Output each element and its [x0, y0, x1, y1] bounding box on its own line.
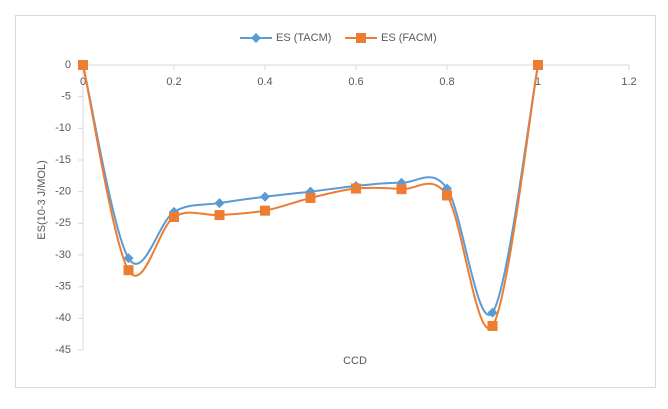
legend-label: ES (FACM) — [381, 32, 437, 44]
x-tick-label: 0.6 — [348, 76, 363, 88]
marker — [78, 60, 88, 70]
marker — [356, 33, 366, 43]
marker — [214, 210, 225, 221]
marker — [396, 184, 407, 195]
legend-label: ES (TACM) — [276, 32, 331, 44]
y-tick-label: 0 — [65, 59, 71, 71]
chart-border — [15, 15, 656, 388]
y-tick-label: -10 — [55, 122, 71, 134]
y-tick-label: -5 — [61, 91, 71, 103]
y-tick-label: -20 — [55, 186, 71, 198]
marker — [214, 198, 225, 209]
series-line — [82, 64, 539, 316]
y-axis-title: ES(10-3 J/MOL) — [36, 160, 48, 239]
marker — [533, 60, 543, 70]
marker — [169, 212, 179, 222]
marker — [123, 265, 134, 276]
marker — [260, 205, 270, 216]
x-tick-label: 0 — [80, 76, 86, 88]
marker — [123, 253, 134, 264]
x-tick-label: 0.8 — [439, 76, 454, 88]
y-tick-label: -45 — [55, 344, 71, 356]
marker — [487, 320, 498, 331]
marker — [442, 190, 452, 201]
marker — [305, 193, 316, 203]
marker — [251, 33, 261, 43]
y-tick-label: -35 — [55, 281, 71, 293]
x-tick-label: 0.2 — [166, 76, 181, 88]
marker — [351, 183, 361, 194]
x-tick-label: 0.4 — [257, 76, 272, 88]
y-tick-label: -40 — [55, 312, 71, 324]
y-tick-label: -15 — [55, 154, 71, 166]
x-tick-label: 1 — [535, 76, 541, 88]
x-tick-label: 1.2 — [621, 76, 636, 88]
y-tick-label: -25 — [55, 217, 71, 229]
marker — [487, 307, 498, 318]
x-axis-title: CCD — [343, 355, 367, 367]
y-tick-label: -30 — [55, 249, 71, 261]
marker — [260, 191, 270, 202]
